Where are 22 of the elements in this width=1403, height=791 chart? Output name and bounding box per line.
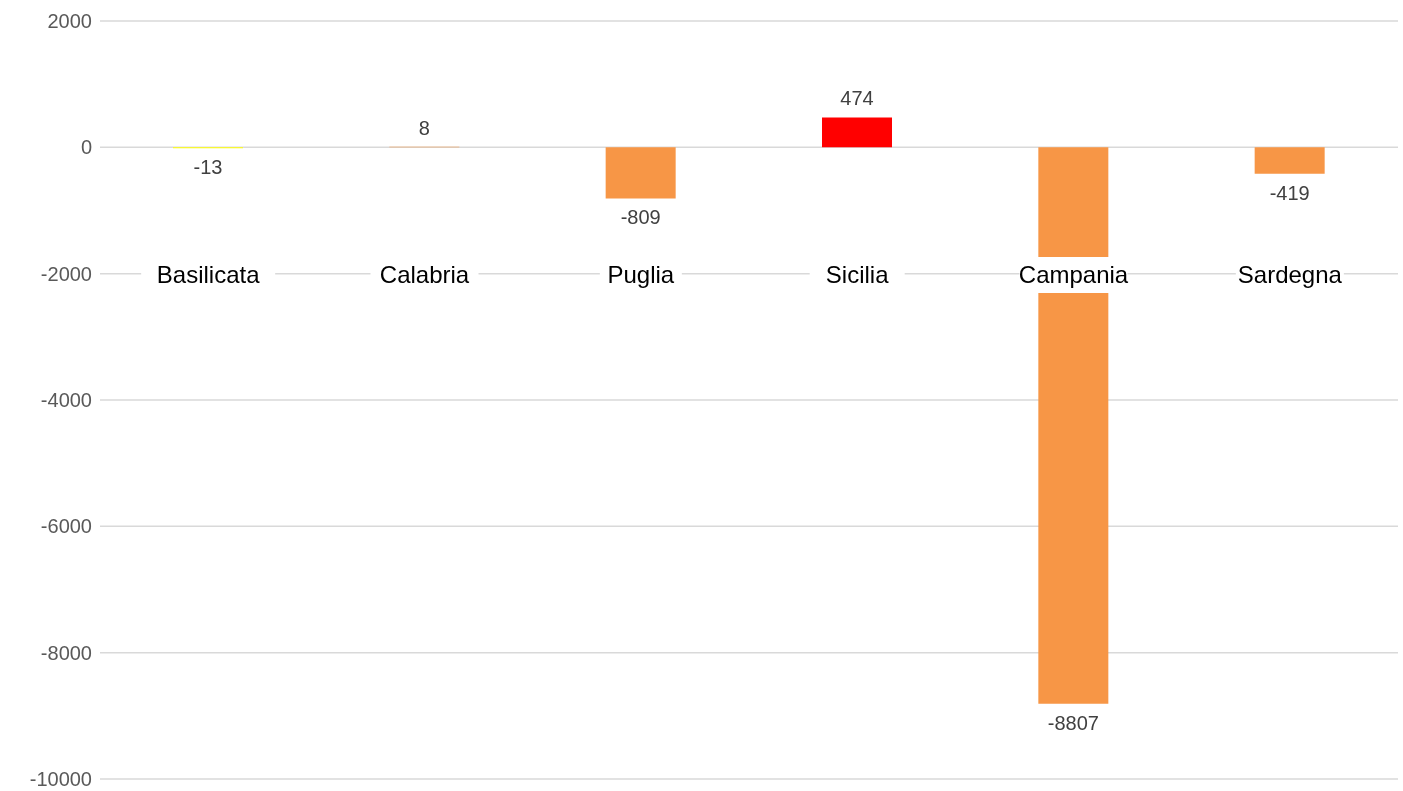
y-tick-label: 0 (80, 136, 92, 159)
data-label: -419 (1269, 181, 1310, 204)
bar (822, 117, 892, 148)
x-tick-label: Puglia (607, 261, 675, 288)
data-label: 474 (840, 87, 874, 110)
data-label: -8807 (1047, 711, 1099, 734)
x-tick-label: Basilicata (156, 261, 261, 288)
y-tick-label: -4000 (40, 389, 92, 412)
y-tick-label: -2000 (40, 262, 92, 285)
data-label: 8 (418, 116, 430, 139)
bar (605, 147, 676, 199)
x-tick-label: Sicilia (825, 261, 890, 288)
x-tick-label: Campania (1018, 261, 1129, 288)
y-tick-label: -8000 (40, 641, 92, 664)
x-tick-label: Sardegna (1237, 261, 1343, 288)
data-label: -13 (193, 156, 223, 179)
data-label: -809 (620, 206, 661, 229)
bar (1254, 147, 1325, 174)
x-tick-label: Calabria (379, 261, 470, 288)
y-tick-label: -10000 (29, 768, 92, 791)
y-tick-label: -6000 (40, 515, 92, 538)
y-tick-label: 2000 (47, 10, 92, 33)
